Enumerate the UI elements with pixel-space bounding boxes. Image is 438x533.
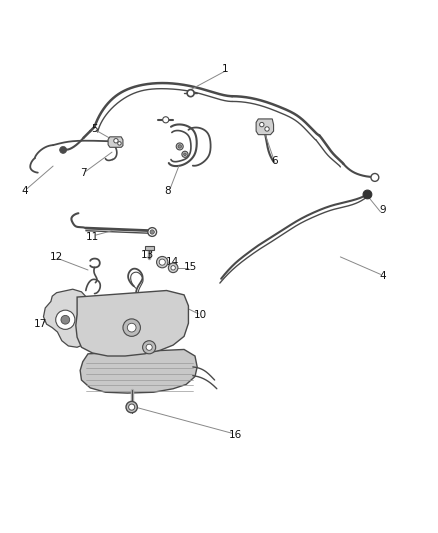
Circle shape — [184, 153, 186, 156]
Text: 12: 12 — [49, 252, 63, 262]
Circle shape — [182, 151, 188, 157]
Circle shape — [118, 142, 121, 145]
Text: 14: 14 — [166, 257, 179, 266]
Circle shape — [156, 256, 168, 268]
Circle shape — [159, 259, 165, 265]
Polygon shape — [43, 289, 88, 348]
Text: 16: 16 — [229, 431, 242, 440]
Circle shape — [168, 263, 178, 272]
Text: 13: 13 — [141, 250, 155, 260]
Circle shape — [143, 341, 155, 354]
Polygon shape — [145, 246, 153, 250]
Polygon shape — [108, 137, 123, 147]
Circle shape — [123, 319, 141, 336]
Circle shape — [150, 230, 154, 234]
Circle shape — [148, 228, 156, 236]
Circle shape — [56, 310, 75, 329]
Polygon shape — [256, 119, 274, 135]
Text: 15: 15 — [184, 262, 197, 271]
Text: 11: 11 — [86, 232, 99, 242]
Text: 10: 10 — [194, 310, 207, 320]
Text: 4: 4 — [21, 185, 28, 196]
Circle shape — [60, 147, 67, 154]
Circle shape — [146, 344, 152, 350]
Circle shape — [162, 117, 169, 123]
Circle shape — [61, 316, 70, 324]
Circle shape — [260, 123, 264, 127]
Circle shape — [176, 143, 183, 150]
Circle shape — [129, 404, 135, 410]
Circle shape — [265, 127, 269, 131]
Text: 9: 9 — [379, 205, 386, 215]
Circle shape — [371, 174, 379, 181]
Text: 4: 4 — [379, 271, 386, 281]
Text: 7: 7 — [80, 168, 87, 178]
Text: 17: 17 — [34, 319, 47, 329]
Circle shape — [363, 190, 372, 199]
Text: 6: 6 — [272, 156, 278, 166]
Text: 5: 5 — [91, 124, 98, 134]
Text: 1: 1 — [222, 64, 229, 74]
Circle shape — [171, 265, 175, 270]
Polygon shape — [76, 290, 188, 356]
Circle shape — [126, 401, 138, 413]
Circle shape — [114, 139, 118, 143]
Circle shape — [127, 323, 136, 332]
Text: 8: 8 — [165, 185, 171, 196]
Circle shape — [187, 90, 194, 96]
Polygon shape — [80, 350, 197, 393]
Circle shape — [178, 144, 181, 148]
